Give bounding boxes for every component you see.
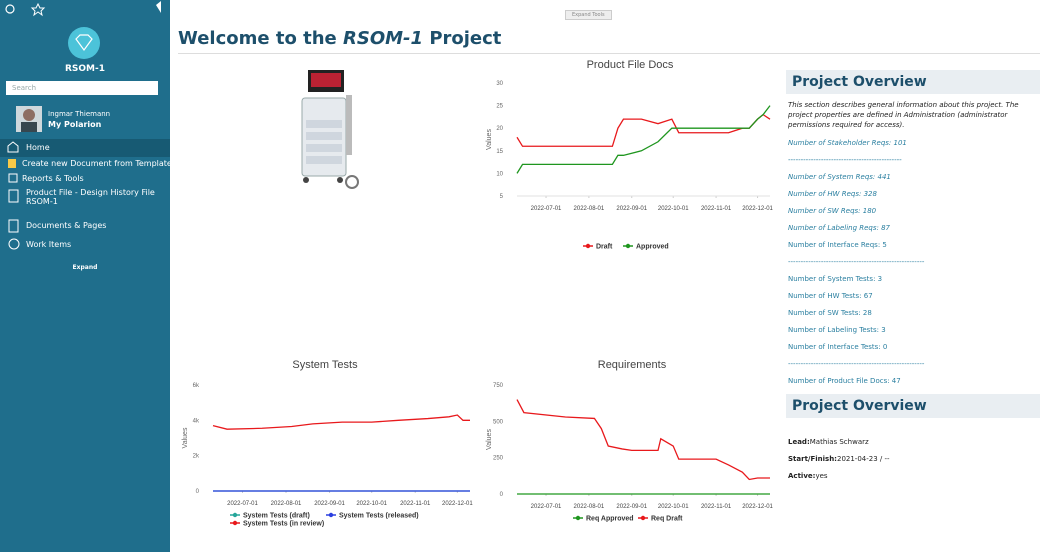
y-tick-label: 15 [496,149,503,155]
detail-value: 2021-04-23 / -- [837,455,890,463]
detail-row: Active:yes [788,472,1040,480]
x-tick-label: 2022-10-01 [658,206,689,212]
device-image [302,70,358,188]
y-tick-label: 2k [193,454,200,460]
y-axis-label: Values [486,129,493,150]
y-tick-label: 250 [493,456,504,462]
y-axis-label: Values [182,427,189,448]
detail-label: Lead: [788,438,810,446]
overview-heading: Project Overview [786,394,1040,418]
legend-marker [233,513,237,517]
x-tick-label: 2022-10-01 [356,501,387,507]
legend-label: Req Approved [586,516,634,523]
overview-line: Number of Product File Docs: 47 [788,377,1040,385]
y-tick-label: 5 [500,194,504,200]
page: RSOM-1 Search Ingmar Thiemann My Polario… [0,0,1044,552]
x-tick-label: 2022-12-01 [742,206,773,212]
overview-line: Number of System Tests: 3 [788,275,1040,283]
overview-line: Number of Interface Reqs: 5 [788,241,1040,249]
charts: Product File Docs Values 5 10 15 20 25 30 2022-0… [0,0,785,552]
legend-marker [626,244,630,248]
legend-label: System Tests (released) [339,513,419,520]
overview-line: Number of Stakeholder Reqs: 101 [788,139,1040,147]
overview-line: ----------------------------------------… [788,360,1040,368]
series-line [213,415,470,429]
x-tick-label: 2022-08-01 [271,501,302,507]
overview-intro: This section describes general informati… [788,100,1040,130]
y-axis-label: Values [486,429,493,450]
legend-label: System Tests (in review) [243,521,324,528]
y-tick-label: 20 [496,126,503,132]
detail-label: Start/Finish: [788,455,837,463]
detail-row: Start/Finish:2021-04-23 / -- [788,455,1040,463]
overview-line: Number of HW Tests: 67 [788,292,1040,300]
chart-title: Requirements [598,359,667,371]
overview-line: ----------------------------------------… [788,258,1040,266]
x-tick-label: 2022-07-01 [227,501,258,507]
detail-row: Lead:Mathias Schwarz [788,438,1040,446]
detail-value: Mathias Schwarz [810,438,869,446]
x-tick-label: 2022-07-01 [531,206,562,212]
overview-line: Number of HW Reqs: 328 [788,190,1040,198]
legend-marker [586,244,590,248]
x-tick-label: 2022-08-01 [574,504,605,510]
overview-line: Number of SW Tests: 28 [788,309,1040,317]
detail-label: Active: [788,472,815,480]
y-tick-label: 25 [496,104,503,110]
x-tick-label: 2022-08-01 [574,206,605,212]
legend-marker [233,521,237,525]
y-tick-label: 6k [193,383,200,389]
y-tick-label: 500 [493,419,504,425]
x-tick-label: 2022-12-01 [742,504,773,510]
overview-line: Number of System Reqs: 441 [788,173,1040,181]
x-tick-label: 2022-10-01 [658,504,689,510]
series-line [517,400,770,480]
overview-heading: Project Overview [786,70,1040,94]
detail-value: yes [815,472,827,480]
chart-title: Product File Docs [587,59,674,71]
chart-title: System Tests [292,359,358,371]
overview-line: Number of Labeling Reqs: 87 [788,224,1040,232]
legend-label: System Tests (draft) [243,513,310,520]
overview-line: ----------------------------------------… [788,156,1040,164]
x-tick-label: 2022-09-01 [616,206,647,212]
x-tick-label: 2022-11-01 [701,504,732,510]
legend-marker [329,513,333,517]
overview-line: Number of SW Reqs: 180 [788,207,1040,215]
y-tick-label: 10 [496,171,503,177]
x-tick-label: 2022-11-01 [400,501,431,507]
x-tick-label: 2022-07-01 [531,504,562,510]
overview-details: Lead:Mathias Schwarz Start/Finish:2021-04… [786,438,1040,480]
legend-label: Approved [636,244,669,251]
legend-marker [576,516,580,520]
y-tick-label: 750 [493,383,504,389]
overview-line: Number of Labeling Tests: 3 [788,326,1040,334]
overview-lines: Number of Stakeholder Reqs: 101 ---------… [786,139,1040,385]
x-tick-label: 2022-12-01 [442,501,473,507]
x-tick-label: 2022-09-01 [616,504,647,510]
overview-line: Number of Interface Tests: 0 [788,343,1040,351]
series-line [517,115,770,147]
x-tick-label: 2022-09-01 [314,501,345,507]
y-tick-label: 0 [196,489,200,495]
legend-marker [641,516,645,520]
y-tick-label: 30 [496,81,503,87]
legend-label: Draft [596,244,613,251]
legend-label: Req Draft [651,516,683,523]
y-tick-label: 4k [193,418,200,424]
x-tick-label: 2022-11-01 [701,206,732,212]
series-line [517,106,770,174]
overview: Project Overview This section describes … [786,70,1040,489]
y-tick-label: 0 [500,492,504,498]
